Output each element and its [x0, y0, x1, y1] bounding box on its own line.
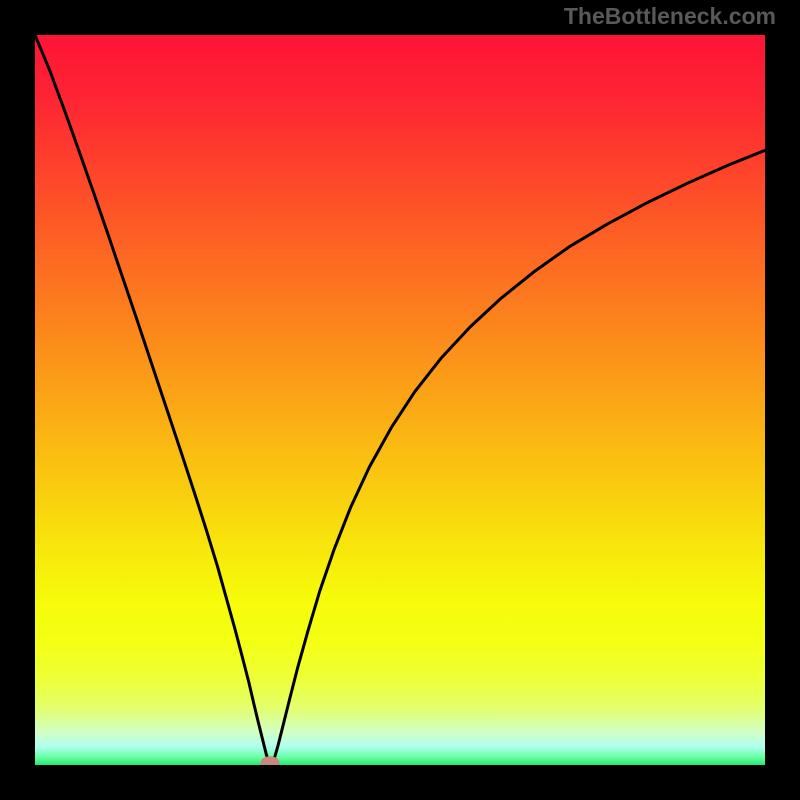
chart-frame: TheBottleneck.com — [0, 0, 800, 800]
bottleneck-curve — [35, 35, 765, 765]
optimal-point-marker — [261, 756, 280, 765]
plot-area — [35, 35, 765, 765]
bottleneck-curve-svg — [35, 35, 765, 765]
attribution-text: TheBottleneck.com — [564, 3, 776, 30]
